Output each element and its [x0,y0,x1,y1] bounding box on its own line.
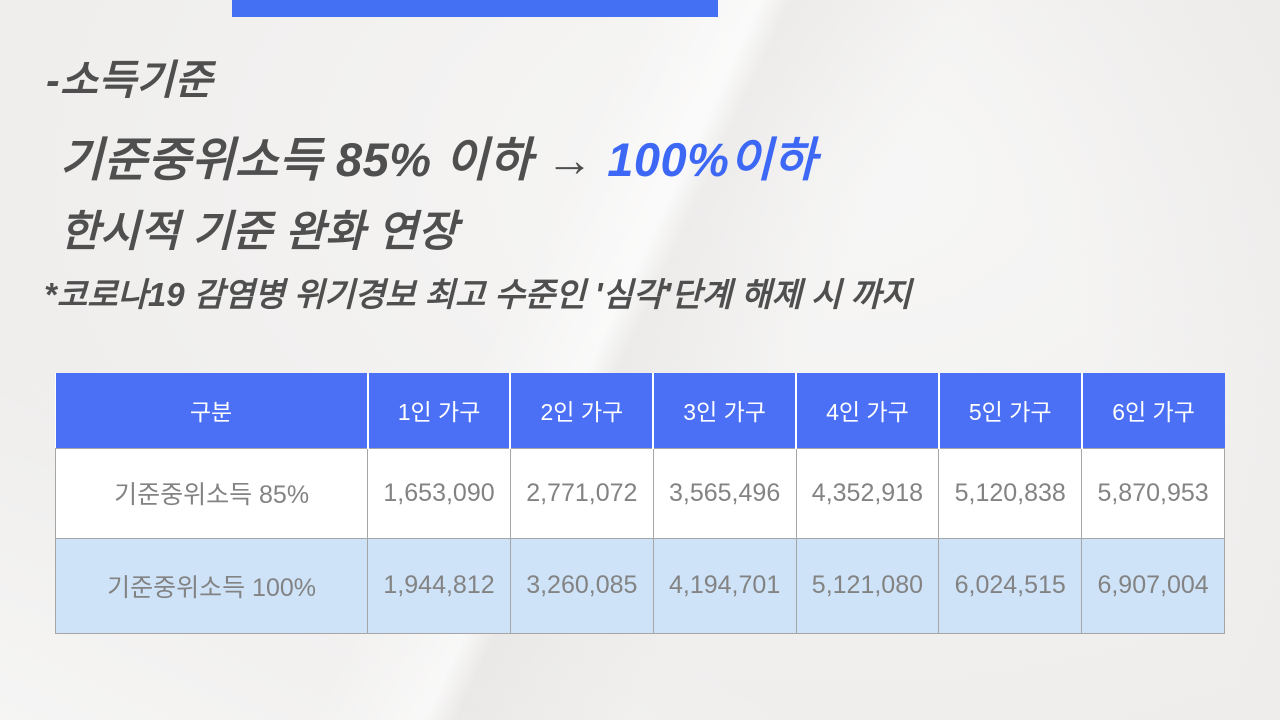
table-header-row: 구분 1인 가구 2인 가구 3인 가구 4인 가구 5인 가구 6인 가구 [55,373,1225,448]
row-label-100: 기준중위소득 100% [54,537,369,634]
cell-85-4person: 4,352,918 [795,447,940,539]
column-header-2person: 2인 가구 [509,373,654,448]
column-header-category: 구분 [55,373,368,448]
heading-covid-note: *코로나19 감염병 위기경보 최고 수준인 '심각'단계 해제 시 까지 [44,276,912,313]
column-header-5person: 5인 가구 [937,373,1082,448]
cell-85-5person: 5,120,838 [938,447,1083,539]
cell-100-5person: 6,024,515 [938,537,1083,634]
column-header-3person: 3인 가구 [652,373,797,448]
column-header-1person: 1인 가구 [366,373,511,448]
cell-85-3person: 3,565,496 [652,447,797,539]
cell-100-2person: 3,260,085 [509,537,654,634]
table-row-100-percent: 기준중위소득 100% 1,944,812 3,260,085 4,194,70… [54,537,1225,634]
top-accent-bar [232,0,718,17]
cell-85-2person: 2,771,072 [509,447,654,539]
column-header-6person: 6인 가구 [1080,373,1225,448]
heading-median-income-change: 기준중위소득 85% 이하 → 100%이하 [60,121,817,190]
cell-100-3person: 4,194,701 [652,537,797,634]
row-label-85: 기준중위소득 85% [54,447,369,539]
heading-median-income-prefix: 기준중위소득 85% 이하 → [60,133,608,186]
cell-85-1person: 1,653,090 [367,447,511,539]
cell-85-6person: 5,870,953 [1081,447,1225,539]
income-criteria-table: 구분 1인 가구 2인 가구 3인 가구 4인 가구 5인 가구 6인 가구 기… [54,373,1225,634]
cell-100-6person: 6,907,004 [1081,537,1225,634]
heading-temporary-extension: 한시적 기준 완화 연장 [60,208,458,256]
heading-median-income-highlight: 100%이하 [607,133,817,186]
cell-100-1person: 1,944,812 [367,537,511,634]
column-header-4person: 4인 가구 [795,373,939,448]
cell-100-4person: 5,121,080 [795,537,940,634]
table-row-85-percent: 기준중위소득 85% 1,653,090 2,771,072 3,565,496… [54,447,1225,539]
heading-income-criteria: -소득기준 [46,57,214,103]
